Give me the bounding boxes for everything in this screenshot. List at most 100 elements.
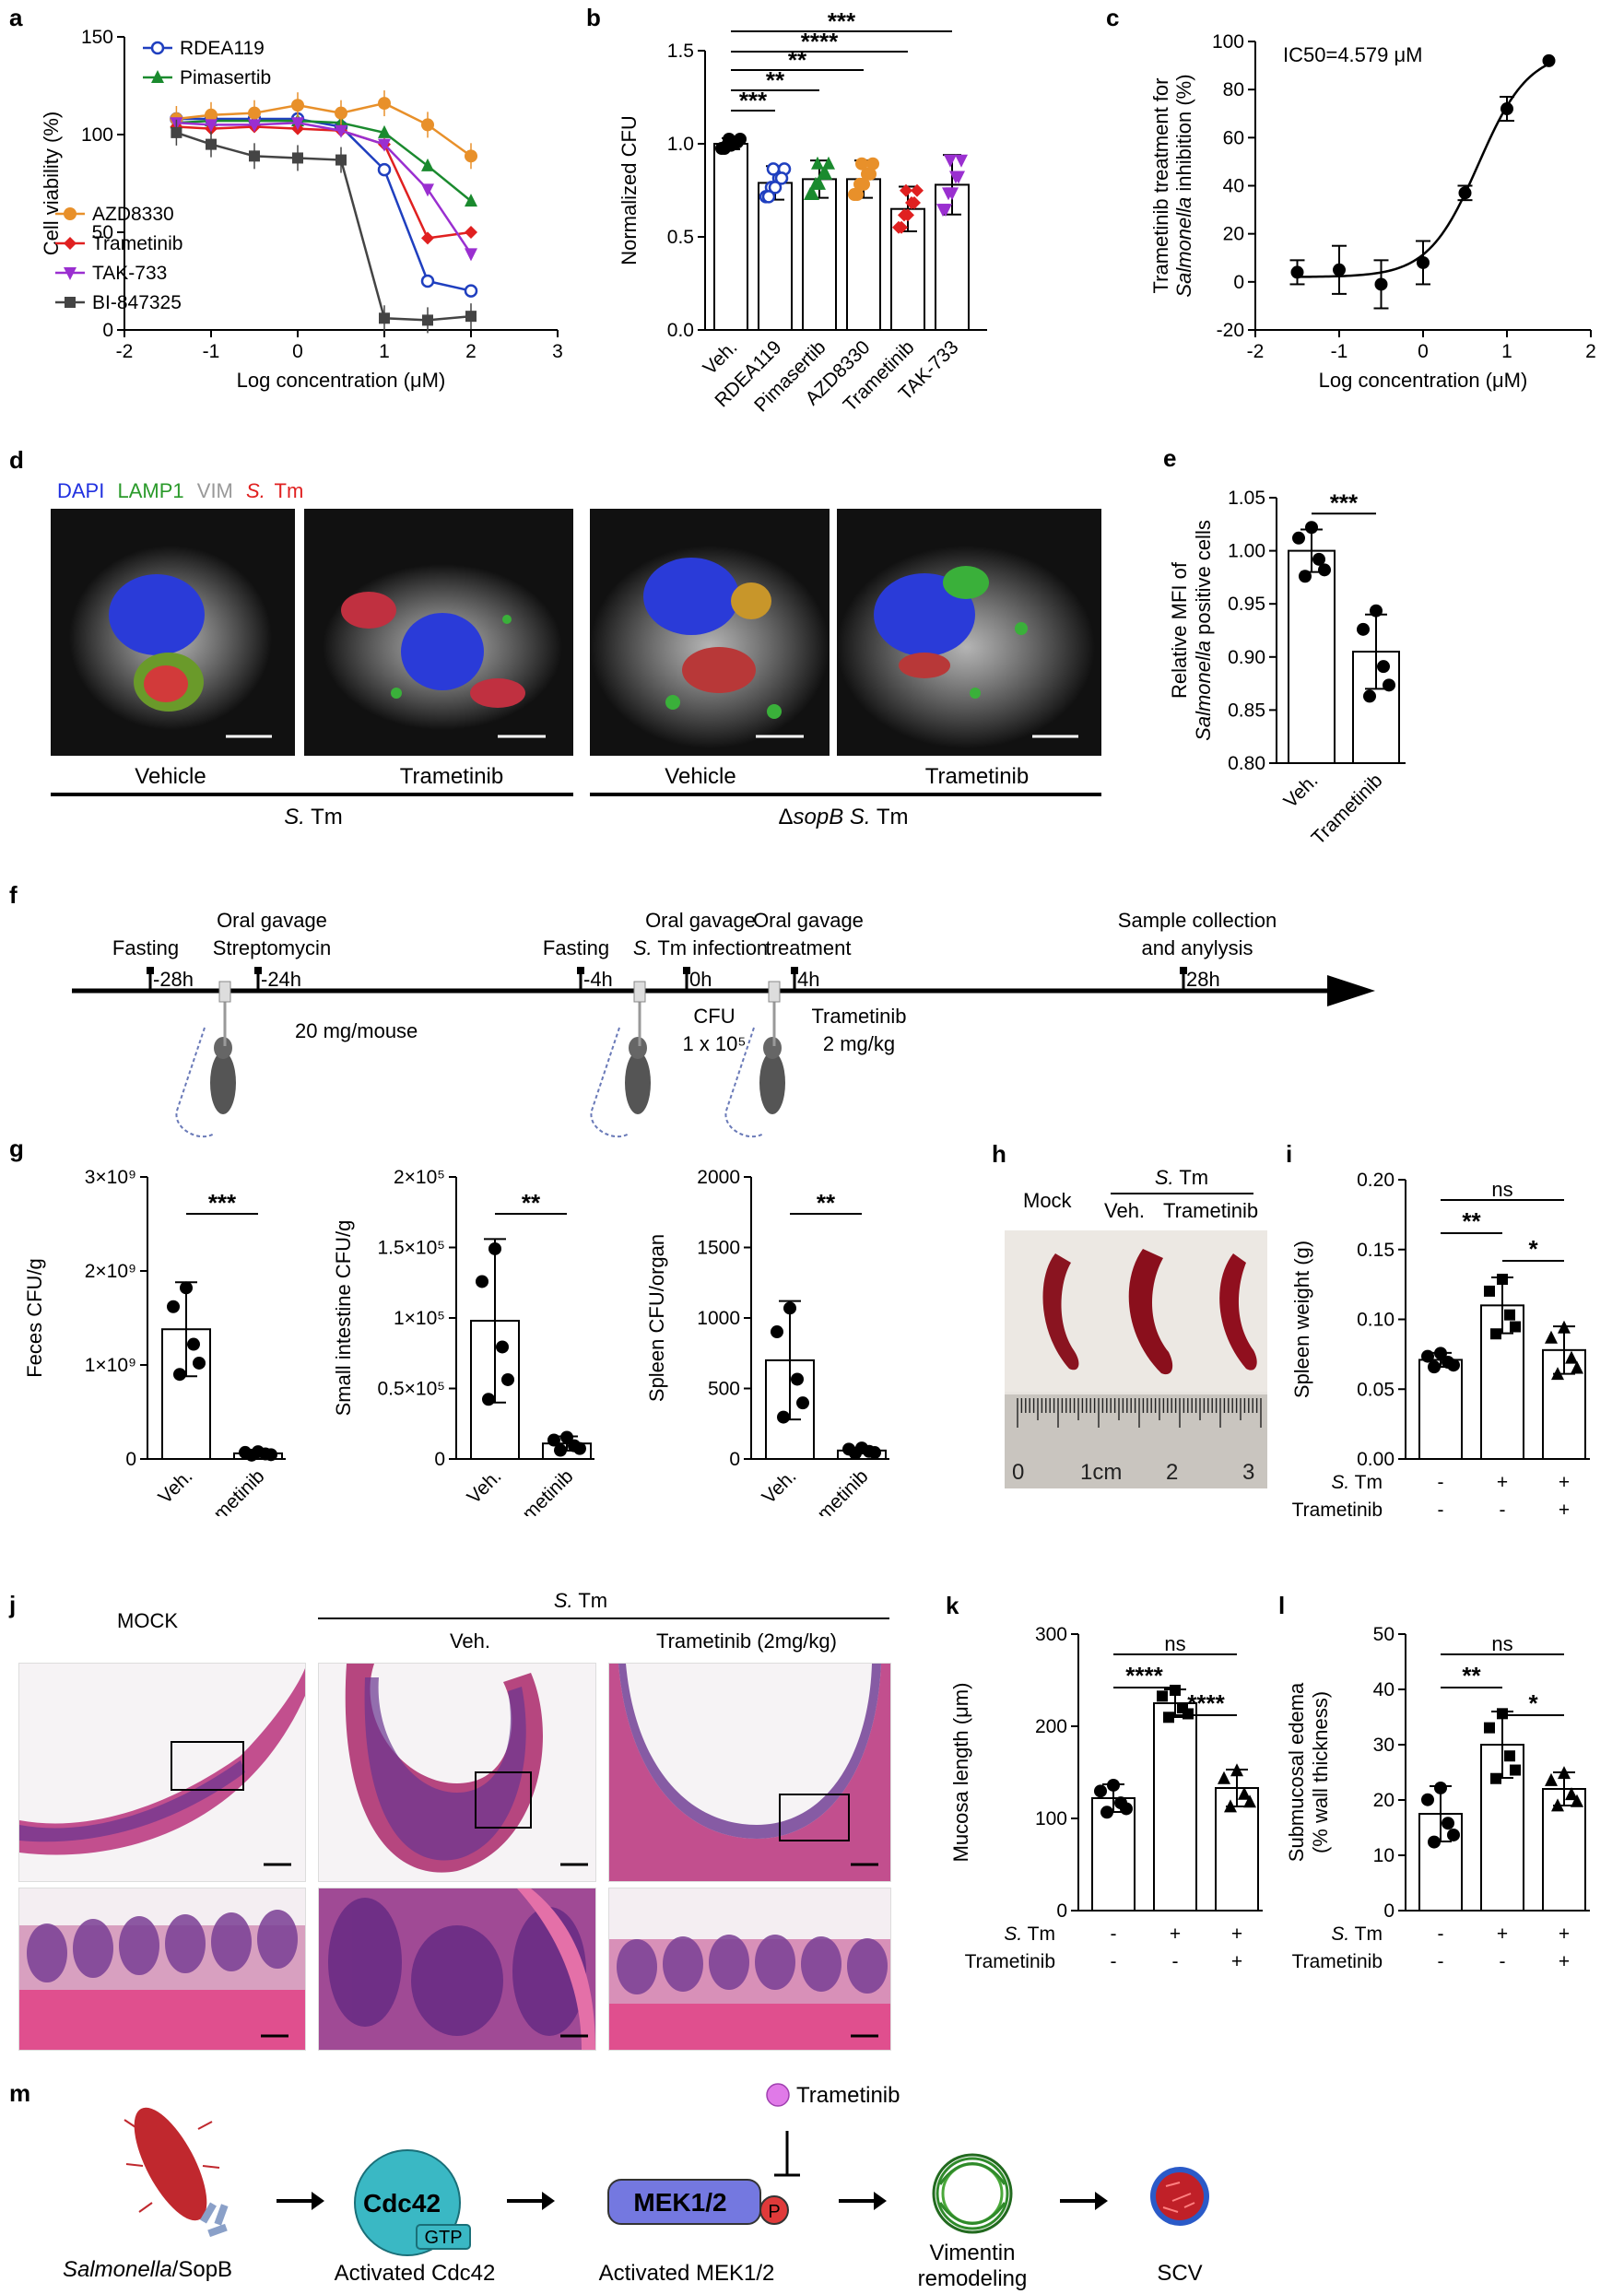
a-ytick: 100 [81,124,113,146]
e-point [1357,622,1370,636]
l-ytick: 10 [1373,1845,1395,1866]
micrograph-sopb-trametinib [837,509,1101,756]
trametinib-text: Trametinib [796,2083,900,2108]
salmonella-icon [124,2107,229,2238]
l-row1-sign: + [1497,1923,1508,1945]
b-point [946,187,959,201]
c-point [1417,255,1430,269]
a-point [421,118,434,132]
c-xtick: -1 [1331,341,1348,362]
i-ytick: 0.05 [1357,1379,1395,1400]
c-point [1290,265,1304,279]
b-point [806,187,819,201]
caption-activated-cdc42: Activated Cdc42 [335,2261,496,2286]
e-point [1299,570,1312,583]
i-ylabel: Spleen weight (g) [1290,1241,1313,1398]
ruler-2: 2 [1166,1460,1178,1485]
f-dose-label-2: 1 x 10⁵ [682,1032,746,1055]
panel-a-label: a [9,4,23,31]
b-point [952,171,965,184]
f-dose-label: 20 mg/mouse [295,1019,418,1042]
l-sig-label: * [1528,1689,1538,1717]
k-point [1107,1778,1120,1792]
phospho-icon [759,2195,789,2225]
caption-activated-mek: Activated MEK1/2 [599,2261,775,2286]
k-point [1170,1684,1181,1696]
l-point [1545,1772,1558,1786]
caption-salmonella-sopb: Salmonella/SopB [63,2257,232,2282]
g-point [547,1433,560,1447]
a-point [464,284,478,298]
l-row1-label: S. Tm [1331,1923,1383,1945]
he-tram-high [608,1888,891,2051]
he-mock-low [18,1663,306,1882]
b-ytick: 0.0 [667,320,694,341]
a-series-line [175,131,472,322]
a-point [171,126,182,138]
g-point [573,1441,586,1455]
a-legend-text: RDEA119 [180,38,265,59]
k-row1-sign: + [1170,1923,1181,1945]
ruler-3: 3 [1242,1460,1254,1485]
timeline-svg: f -28h Fasting -24h Oral gavage Streptomycin… [9,881,1375,1138]
panel-k-chart: k 0 100 200 300 Mucosa length (μm) - - + - + + S. T… [946,1592,1263,1972]
i-point [1504,1309,1515,1321]
legend-lamp1: LAMP1 [117,479,183,502]
l-point [1484,1722,1495,1734]
caption-trametinib-1: Trametinib [400,764,503,789]
he-tram-low [608,1663,891,1882]
e-point [1370,604,1383,618]
mouse-tail [175,1027,215,1138]
f-event-label-1: Sample collection [1118,909,1277,932]
e-point [1292,531,1305,545]
g-point [791,1372,804,1386]
a-point [205,108,218,122]
a-point [420,274,435,288]
l-row1-sign: - [1438,1923,1444,1945]
b-bar [802,178,837,331]
mouse-head [763,1037,782,1059]
g-xtick: Veh. [464,1465,506,1508]
a-legend-text: BI-847325 [92,292,182,313]
b-point [813,176,826,190]
g-ylabel: Small intestine CFU/g [332,1220,355,1417]
l-ytick: 30 [1373,1735,1395,1756]
e-bar [1288,549,1336,764]
l-point [1558,1766,1571,1780]
group-label-stm: S. Tm [284,805,343,829]
c-point [1458,186,1472,200]
e-xtick: Veh. [1280,770,1323,812]
g-ytick: 1×10⁵ [394,1308,445,1329]
b-point [866,157,879,171]
ruler-1cm: 1cm [1080,1460,1122,1485]
k-ytick: 0 [1056,1900,1067,1922]
l-point [1421,1793,1434,1806]
a-series-line [176,122,473,255]
b-point [819,166,832,180]
a-point [291,99,304,112]
g-point [783,1301,796,1315]
a-point [378,124,391,138]
panel-g-label: g [9,1135,24,1162]
group-label-sopb: ΔsopB S. Tm [779,805,909,829]
a-series-line [176,125,472,240]
i-point [1510,1321,1521,1333]
a-ytick: 0 [102,320,113,341]
panel-l-label: l [1278,1592,1285,1619]
a-legend-marker [64,237,76,250]
a-xtick: 2 [465,341,477,362]
b-ytick: 1.5 [667,41,694,62]
g-point [777,1410,790,1424]
a-point [421,231,434,245]
l-ylabel-2: (% wall thickness) [1309,1691,1332,1853]
i-sig-label: ** [1462,1207,1481,1235]
e-ylabel-1: Relative MFI of [1168,561,1191,699]
panel-e-label: e [1163,444,1176,472]
a-legend-marker [150,41,165,55]
l-ytick: 50 [1373,1624,1395,1645]
g-ytick: 0 [434,1449,445,1470]
panel-j-label: j [8,1591,16,1618]
i-bar [1418,1359,1463,1460]
gtp-text: GTP [424,2228,462,2248]
